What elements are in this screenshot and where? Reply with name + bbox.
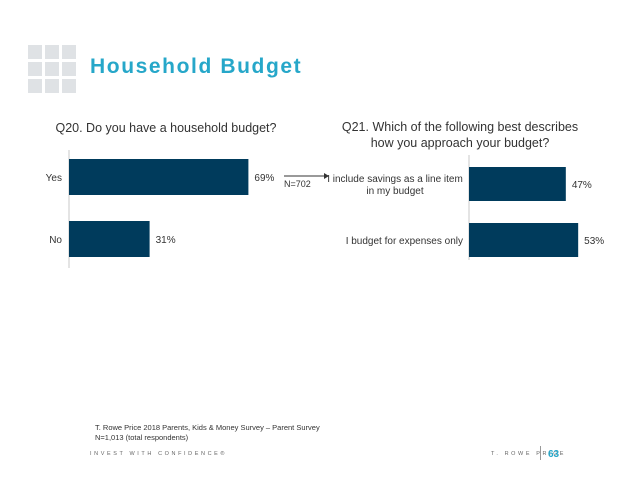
q20-bar-1 (69, 159, 249, 195)
footnote-line-2: N=1,013 (total respondents) (95, 433, 189, 442)
q20-value-label-2: 31% (156, 235, 176, 246)
q21-category-label-1-line-2: in my budget (366, 186, 423, 197)
q21-value-label-1: 47% (572, 180, 592, 191)
q21-bar-2 (469, 223, 579, 257)
q21-category-label-1-line-1: I include savings as a line item (327, 174, 463, 185)
footer-brand: T. ROWE PRICE (491, 451, 567, 457)
footer-tagline: INVEST WITH CONFIDENCE® (90, 451, 228, 457)
footnote: T. Rowe Price 2018 Parents, Kids & Money… (95, 423, 320, 443)
q20-chart-title: Q20. Do you have a household budget? (55, 121, 277, 135)
q20-bar-2 (69, 221, 150, 257)
n-label: N=702 (284, 179, 311, 189)
grid-logo-icon (28, 45, 76, 93)
q21-chart-title: Q21. Which of the following best describ… (341, 120, 579, 150)
footnote-line-1: T. Rowe Price 2018 Parents, Kids & Money… (95, 423, 320, 432)
page-number: 63 (548, 449, 560, 460)
q21-bar-1 (469, 167, 566, 201)
footer-divider (540, 446, 541, 460)
arrow-right-icon (284, 173, 329, 179)
q20-category-label-2: No (49, 235, 62, 246)
q20-value-label-1: 69% (254, 173, 274, 184)
page-title: Household Budget (90, 55, 303, 78)
q20-category-label-1: Yes (46, 173, 62, 184)
q21-category-label-2: I budget for expenses only (346, 236, 463, 247)
q21-value-label-2: 53% (584, 236, 604, 247)
